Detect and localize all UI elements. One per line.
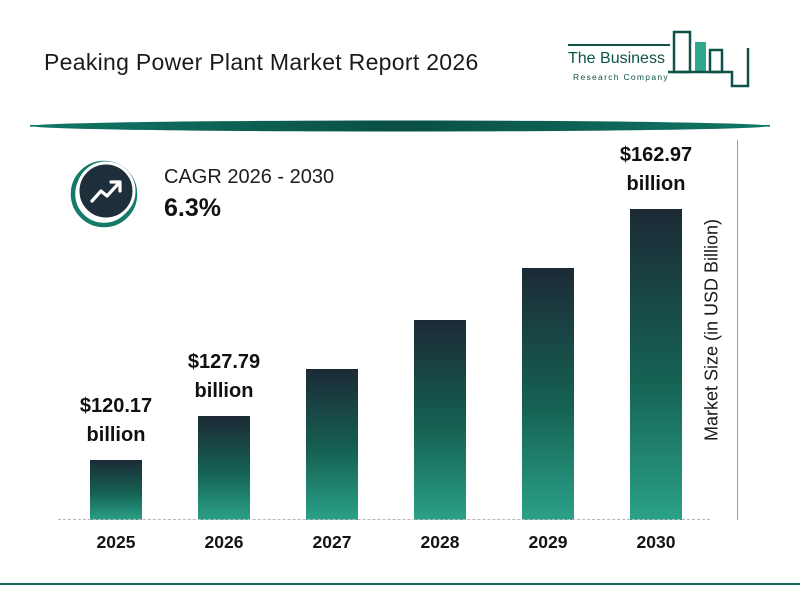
growth-trend-icon [70, 160, 138, 228]
bar-value-amount: $120.17 [79, 395, 153, 417]
x-axis-baseline [58, 519, 710, 520]
bar-column-2025: $120.17 billion [62, 140, 170, 520]
bar-column-2030: $162.97 billion [602, 140, 710, 520]
bar-2030 [630, 209, 682, 520]
bar-column-2027 [278, 140, 386, 520]
bar-2027 [306, 369, 358, 520]
bar-chart: $120.17 billion $127.79 billion [62, 140, 710, 520]
bar-value-amount: $162.97 [619, 144, 693, 166]
bar-2025 [90, 460, 142, 520]
cagr-label: CAGR 2026 - 2030 [164, 166, 335, 188]
bar-value-label: $162.97 billion [620, 141, 692, 199]
logo-text-line1: The Business [568, 50, 665, 67]
bar-2029 [522, 268, 574, 520]
footer-rule [0, 583, 800, 585]
x-tick-2026: 2026 [204, 532, 244, 552]
bar-column-2029 [494, 140, 602, 520]
cagr-texts: CAGR 2026 - 2030 6.3% [164, 156, 334, 223]
cagr-block: CAGR 2026 - 2030 6.3% [70, 156, 334, 230]
logo-text-line2: Research Company [573, 72, 669, 82]
bar-2026 [198, 416, 250, 520]
bar-value-unit: billion [194, 380, 254, 402]
bar-value-unit: billion [626, 173, 686, 195]
logo-rule [568, 44, 670, 46]
bar-value-label: $127.79 billion [188, 348, 260, 406]
x-tick-2025: 2025 [96, 532, 136, 552]
bar-value-amount: $127.79 [187, 351, 261, 373]
section-divider [30, 120, 770, 132]
x-tick-2030: 2030 [636, 532, 676, 552]
bar-value-label: $120.17 billion [80, 392, 152, 450]
bar-column-2028 [386, 140, 494, 520]
bar-2028 [414, 320, 466, 520]
company-logo: The Business Research Company [556, 26, 766, 104]
cagr-value: 6.3% [164, 194, 221, 222]
y-axis-label: Market Size (in USD Billion) [701, 218, 722, 442]
logo-bar-chart-icon [668, 30, 750, 88]
page-title: Peaking Power Plant Market Report 2026 [44, 49, 479, 76]
bar-value-unit: billion [86, 424, 146, 446]
x-axis-labels: 2025 2026 2027 2028 2029 2030 [62, 532, 710, 553]
x-tick-2028: 2028 [420, 532, 460, 552]
x-tick-2029: 2029 [528, 532, 568, 552]
y-axis-line [737, 140, 738, 520]
x-tick-2027: 2027 [312, 532, 352, 552]
bar-column-2026: $127.79 billion [170, 140, 278, 520]
